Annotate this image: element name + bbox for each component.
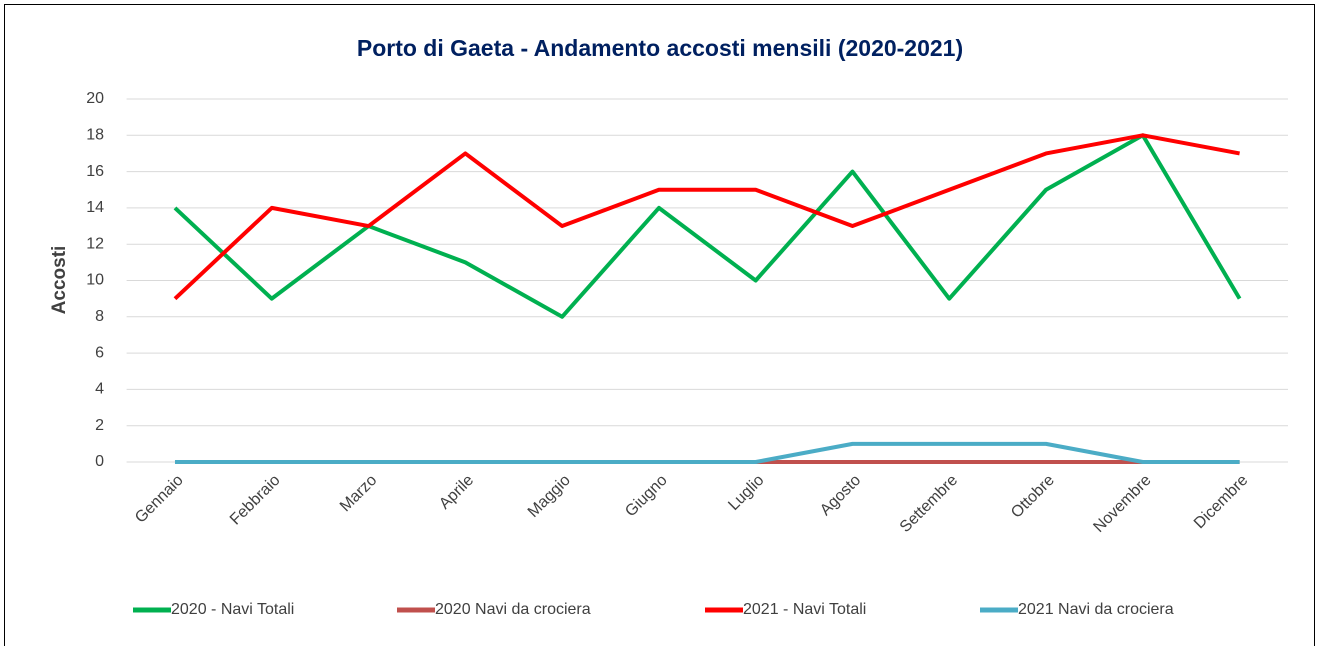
y-tick-label: 8 (95, 308, 104, 325)
legend-label: 2021 Navi da crociera (1018, 601, 1174, 618)
line-series (173, 133, 1240, 301)
legend-label: 2020 - Navi Totali (171, 601, 294, 618)
chart-frame (4, 4, 1315, 646)
chart-title: Porto di Gaeta - Andamento accosti mensi… (357, 35, 963, 61)
y-tick-label: 4 (95, 381, 104, 398)
line-series (173, 133, 1242, 319)
y-tick-label: 20 (86, 90, 104, 107)
y-tick-label: 18 (86, 127, 104, 144)
y-tick-label: 6 (95, 344, 104, 361)
y-tick-label: 14 (86, 199, 104, 216)
y-tick-label: 16 (86, 163, 104, 180)
y-tick-label: 0 (95, 453, 104, 470)
legend-label: 2020 Navi da crociera (435, 601, 591, 618)
line-series (174, 441, 1240, 464)
legend-label: 2021 - Navi Totali (743, 601, 866, 618)
y-tick-label: 2 (95, 417, 104, 434)
y-tick-label: 10 (86, 272, 104, 289)
y-axis-label: Accosti (49, 246, 70, 315)
y-tick-label: 12 (86, 235, 104, 252)
